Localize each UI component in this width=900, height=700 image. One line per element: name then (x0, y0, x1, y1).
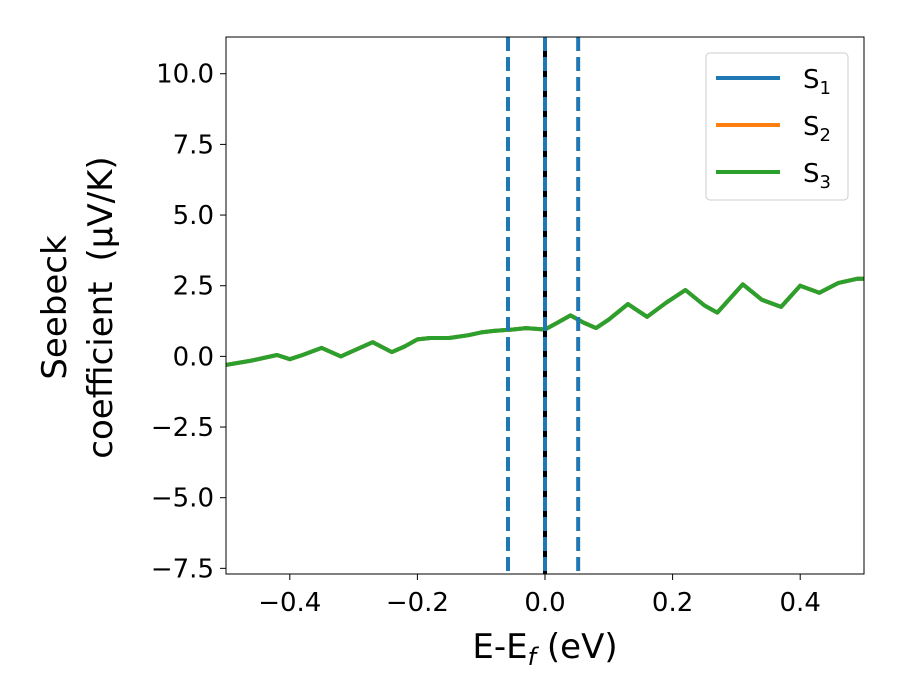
y-axis-label-line1: Seebeck (35, 235, 75, 380)
legend: S1 S2 S3 (705, 52, 849, 201)
x-tick-label: −0.4 (258, 588, 321, 618)
x-axis-ticks: −0.4 −0.2 0.0 0.2 0.4 (258, 574, 821, 618)
y-axis-label-unit: (μV/K) (81, 156, 121, 261)
y-axis-label-coefficient: coefficient (81, 281, 121, 458)
y-tick-label: −5.0 (151, 484, 214, 514)
x-tick-label: 0.0 (524, 588, 565, 618)
y-axis-ticks: −7.5 −5.0 −2.5 0.0 2.5 5.0 7.5 10.0 (151, 60, 226, 584)
x-tick-label: −0.2 (386, 588, 449, 618)
y-tick-label: 10.0 (156, 60, 214, 90)
y-tick-label: 2.5 (173, 272, 214, 302)
y-tick-label: 7.5 (173, 130, 214, 160)
x-axis-label: E-Ef (eV) (472, 627, 617, 671)
legend-label-s3: S3 (803, 159, 831, 193)
y-tick-label: 5.0 (173, 201, 214, 231)
y-axis-label-line2: coefficient (μV/K) (81, 156, 121, 458)
y-tick-label: −7.5 (151, 554, 214, 584)
x-tick-label: 0.2 (652, 588, 693, 618)
x-axis-label-main: E-E (472, 627, 527, 667)
reference-lines-layer (505, 37, 581, 574)
legend-label-s1: S1 (803, 65, 831, 99)
y-axis-label: Seebeck coefficient (μV/K) (35, 156, 121, 458)
x-tick-label: 0.4 (780, 588, 821, 618)
y-tick-label: −2.5 (151, 413, 214, 443)
y-tick-label: 0.0 (173, 342, 214, 372)
legend-label-s2: S2 (803, 112, 831, 146)
x-axis-label-tail: (eV) (536, 627, 618, 667)
